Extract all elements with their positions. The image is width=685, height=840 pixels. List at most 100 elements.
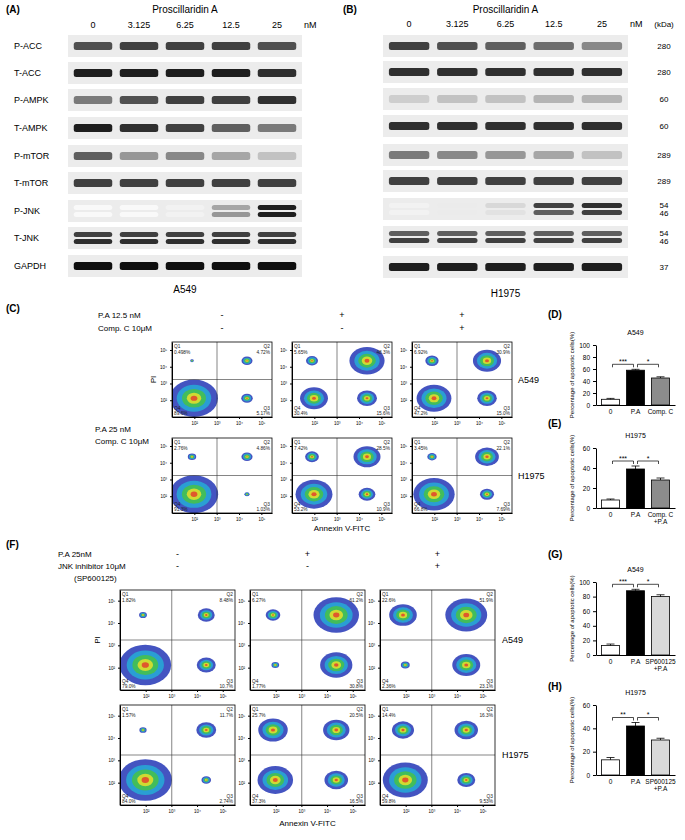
- tick-mark: [301, 805, 302, 807]
- axis-title: Percentage of apoptotic cells(%): [569, 697, 575, 783]
- x-axis: 10²10³10⁴10⁵: [293, 513, 393, 522]
- band: [533, 42, 573, 50]
- concentration-label: 0: [407, 19, 412, 29]
- tick-mark: [593, 357, 596, 358]
- density-layer: [328, 659, 344, 672]
- gate-line: [412, 379, 512, 380]
- density-layer: [399, 612, 407, 618]
- panel-blot: (A)Proscillaridin A03.1256.2512.525nMA54…: [6, 4, 317, 295]
- band: [212, 212, 250, 217]
- plot-background: [250, 705, 365, 805]
- density-layer: [191, 396, 198, 401]
- error-bar: [632, 369, 640, 371]
- density-layer: [360, 393, 374, 404]
- quadrant-percent: 4.86%: [256, 446, 270, 451]
- band: [166, 212, 204, 217]
- tick: 10³: [454, 417, 461, 426]
- significance: ****: [613, 578, 659, 588]
- tick-mark: [170, 496, 172, 497]
- tick: 10²: [312, 417, 319, 426]
- concentration-label: 3.125: [128, 20, 151, 30]
- cell-cloud: [241, 452, 252, 461]
- band: [582, 151, 622, 159]
- tick: 10²: [273, 805, 280, 814]
- density-layer: [430, 359, 434, 362]
- bar: [652, 740, 670, 775]
- density-layer: [402, 778, 408, 783]
- density-layer: [320, 602, 353, 628]
- tick-mark: [483, 690, 484, 692]
- plot-frame: [120, 705, 235, 805]
- quadrant-percent: 59.8%: [382, 799, 396, 804]
- axis-line: [381, 805, 496, 806]
- tick-mark: [248, 645, 250, 646]
- tick: 10⁴: [368, 621, 380, 626]
- significance: ****: [613, 455, 659, 465]
- band: [485, 177, 525, 185]
- y-axis: 10²10³10⁴10⁵: [280, 343, 292, 418]
- cloud-layer: [383, 721, 478, 798]
- y-axis: 10²10³10⁴10⁵: [238, 706, 250, 806]
- tick-label: 20: [583, 748, 591, 755]
- tick: 10²: [403, 805, 410, 814]
- band: [120, 179, 158, 187]
- axis-line: [380, 591, 381, 691]
- blot-strip: [383, 226, 628, 248]
- density-layer: [271, 613, 275, 616]
- tick-label: 20: [583, 390, 591, 397]
- tick-mark: [593, 448, 596, 449]
- tick: 10⁴: [324, 805, 331, 814]
- density-layer: [189, 454, 195, 459]
- tick: 10³: [400, 381, 412, 386]
- density-layer: [205, 779, 208, 781]
- tick: 20: [583, 485, 596, 492]
- band: [120, 96, 158, 104]
- cell-cloud: [306, 356, 318, 365]
- axis-line: [380, 706, 381, 806]
- tick: 10²: [368, 666, 380, 671]
- density-layer: [274, 664, 276, 666]
- concentration-label: 6.25: [176, 20, 194, 30]
- plot-frame: [380, 705, 495, 805]
- band: [437, 231, 477, 236]
- density-layer: [394, 771, 416, 789]
- density-layer: [481, 452, 493, 461]
- tick-label: 10⁴: [238, 621, 245, 626]
- plot-background: [172, 438, 272, 513]
- density-layer: [462, 662, 470, 669]
- quadrant-percent: 53.2%: [294, 507, 308, 512]
- density-layer: [203, 663, 209, 667]
- gate-line: [292, 379, 392, 380]
- tick: 40: [583, 622, 596, 629]
- density-layer: [308, 490, 319, 499]
- gate-line: [292, 475, 392, 476]
- tick: 10³: [108, 758, 120, 763]
- axis-line: [596, 583, 597, 656]
- density-layer: [304, 390, 324, 406]
- band: [533, 231, 573, 236]
- tick-mark: [353, 690, 354, 692]
- bar: [602, 399, 620, 405]
- gate-line: [380, 755, 495, 756]
- bar: [652, 480, 670, 508]
- tick-mark: [410, 367, 412, 368]
- cell-cloud: [190, 359, 194, 362]
- tick-mark: [146, 805, 147, 807]
- band: [485, 151, 525, 159]
- tick: 10⁴: [400, 461, 412, 466]
- tick: 10⁴: [368, 736, 380, 741]
- x-axis: 10²10³10⁴10⁵: [413, 513, 513, 522]
- band: [389, 68, 429, 76]
- treatment-sign: -: [306, 561, 309, 571]
- tick: 20: [583, 390, 596, 397]
- density-layer: [395, 724, 411, 736]
- band: [120, 152, 158, 160]
- cloud-layer: [258, 718, 350, 793]
- band: [258, 262, 296, 270]
- row-label: P-mTOR: [14, 151, 50, 161]
- tick: 10⁵: [220, 690, 227, 699]
- tick-mark: [239, 513, 240, 515]
- tick-mark: [290, 367, 292, 368]
- tick: 10⁴: [194, 690, 201, 699]
- axis-line: [293, 513, 393, 514]
